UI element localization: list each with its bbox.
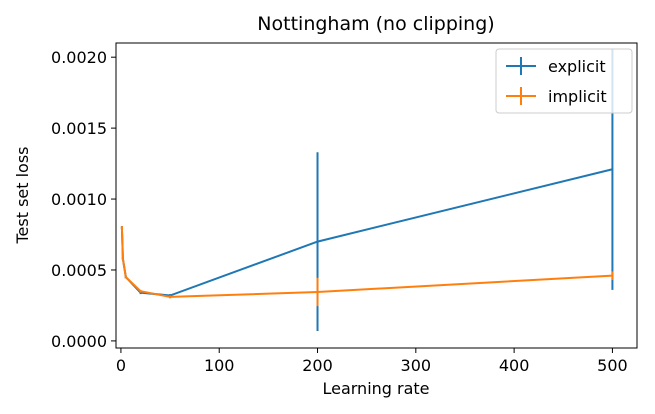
x-axis-label: Learning rate — [322, 379, 429, 398]
y-axis: 0.0000 0.0005 0.0010 0.0015 0.0020 — [51, 48, 116, 351]
x-tick-label: 500 — [597, 356, 628, 375]
x-tick-label: 400 — [499, 356, 530, 375]
x-tick-label: 0 — [116, 356, 126, 375]
series-implicit — [120, 226, 614, 307]
legend-label-implicit: implicit — [548, 87, 607, 106]
x-tick-label: 100 — [204, 356, 235, 375]
y-axis-label: Test set loss — [13, 146, 32, 244]
plot-frame — [115, 42, 638, 349]
x-tick-label: 200 — [302, 356, 333, 375]
y-tick-label: 0.0000 — [51, 332, 107, 351]
x-axis: 0 100 200 300 400 500 — [116, 348, 628, 375]
legend-label-explicit: explicit — [548, 57, 606, 76]
y-tick-label: 0.0015 — [51, 119, 107, 138]
y-tick-label: 0.0020 — [51, 48, 107, 67]
series-layer — [120, 48, 614, 331]
chart-title: Nottingham (no clipping) — [257, 13, 494, 35]
legend: explicit implicit — [495, 48, 633, 114]
y-tick-label: 0.0005 — [51, 261, 107, 280]
y-tick-label: 0.0010 — [51, 190, 107, 209]
x-tick-label: 300 — [401, 356, 432, 375]
series-line-explicit — [120, 168, 613, 297]
